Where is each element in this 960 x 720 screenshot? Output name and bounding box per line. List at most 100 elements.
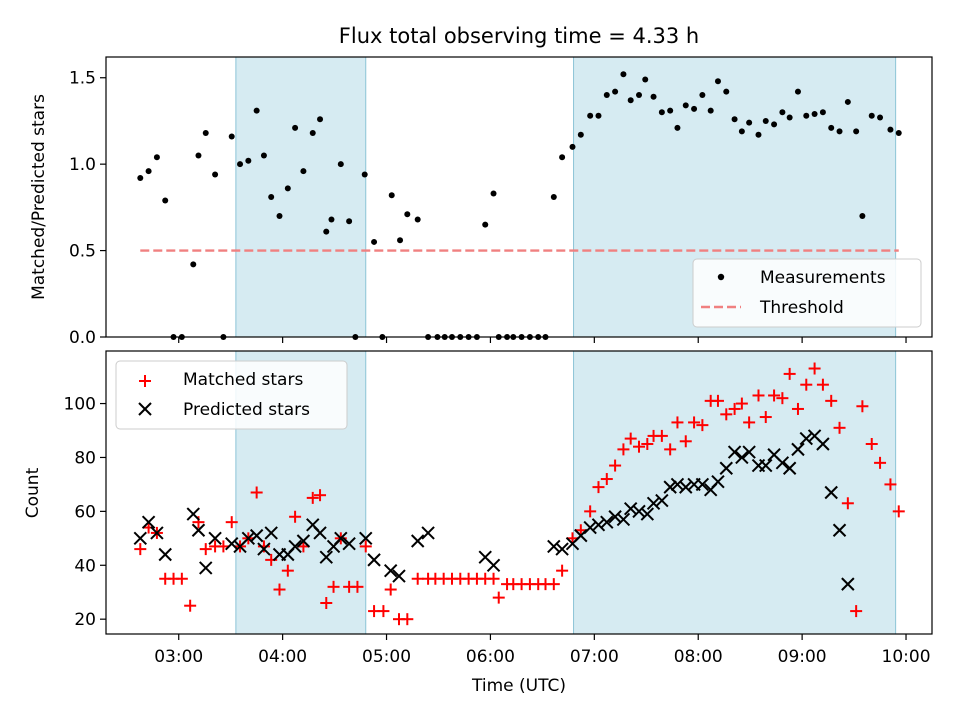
- x-tick-label: 05:00: [362, 647, 411, 667]
- predicted-star-point: [264, 526, 278, 540]
- measurement-point: [361, 171, 368, 178]
- measurement-point: [337, 161, 344, 168]
- measurement-point: [658, 109, 665, 116]
- top-series: [137, 71, 902, 340]
- predicted-star-point: [600, 515, 614, 529]
- predicted-star-point: [225, 537, 239, 551]
- predicted-star-stroke: [670, 477, 685, 492]
- measurement-point: [268, 194, 275, 200]
- predicted-star-stroke: [359, 531, 373, 546]
- predicted-star-point: [695, 477, 710, 492]
- predicted-star-point: [133, 531, 147, 546]
- predicted-star-point: [288, 539, 302, 554]
- measurement-point: [260, 152, 267, 159]
- predicted-star-stroke: [257, 542, 271, 556]
- predicted-star-stroke: [632, 504, 646, 519]
- top-legend-box: [692, 258, 922, 328]
- predicted-star-point: [727, 445, 742, 459]
- predicted-star-point: [392, 569, 406, 583]
- predicted-star-point: [199, 561, 213, 575]
- predicted-star-stroke: [264, 526, 278, 540]
- measurement-point: [699, 92, 706, 99]
- predicted-star-stroke: [486, 558, 501, 572]
- y-tick-label: 1.0: [69, 155, 96, 175]
- matched-star-point: [892, 505, 905, 518]
- measurement-point: [577, 131, 584, 138]
- predicted-star-point: [555, 542, 569, 556]
- predicted-star-point: [646, 496, 661, 510]
- measurement-point: [682, 102, 689, 109]
- measurement-point: [755, 131, 762, 138]
- predicted-star-point: [632, 504, 646, 519]
- predicted-star-stroke: [616, 512, 631, 527]
- matched-star-point: [711, 394, 724, 407]
- matched-star-point: [411, 572, 424, 585]
- predicted-star-stroke: [655, 493, 669, 508]
- y-tick-label: 60: [74, 502, 96, 522]
- matched-star-point: [175, 572, 188, 585]
- measurement-point: [137, 174, 144, 181]
- matched-star-point: [314, 489, 327, 502]
- measurement-point: [627, 97, 634, 104]
- measurement-point: [300, 168, 307, 175]
- matched-star-point: [273, 583, 286, 596]
- measurement-point: [253, 107, 260, 114]
- predicted-star-stroke: [735, 450, 749, 465]
- observing-span: [573, 350, 897, 635]
- predicted-star-stroke: [679, 480, 693, 494]
- matched-star-point: [327, 580, 340, 593]
- predicted-star-stroke: [816, 437, 830, 451]
- measurement-point: [828, 124, 835, 131]
- predicted-star-point: [296, 534, 311, 548]
- y-tick-label: 40: [74, 556, 96, 576]
- matched-star-point: [199, 543, 212, 556]
- measurement-point: [397, 237, 404, 244]
- matched-star-point: [384, 583, 397, 596]
- matched-star-point: [856, 400, 869, 413]
- matched-star-point: [184, 599, 197, 612]
- x-axis-label: Time (UTC): [471, 676, 566, 696]
- predicted-star-stroke: [208, 531, 222, 546]
- predicted-star-point: [711, 475, 725, 489]
- measurement-point: [803, 112, 810, 119]
- predicted-star-stroke: [608, 510, 622, 524]
- matched-star-point: [671, 416, 684, 429]
- measurement-point: [276, 213, 283, 220]
- legend-predicted-marker: [138, 402, 152, 416]
- matched-star-point: [720, 408, 733, 421]
- measurement-point: [284, 185, 291, 192]
- predicted-star-stroke: [478, 550, 492, 564]
- matched-star-point: [816, 378, 829, 391]
- measurement-point: [887, 126, 894, 133]
- predicted-star-point: [208, 531, 222, 546]
- predicted-star-stroke: [547, 539, 561, 554]
- predicted-star-stroke: [186, 507, 200, 521]
- predicted-star-point: [799, 431, 813, 446]
- measurement-point: [811, 111, 818, 118]
- predicted-star-stroke: [421, 526, 435, 540]
- x-tick-label: 10:00: [882, 647, 931, 667]
- bottom-axes-frame: [105, 350, 933, 635]
- measurement-point: [328, 216, 335, 223]
- measurement-point: [388, 192, 395, 199]
- predicted-star-stroke: [663, 480, 677, 494]
- legend-matched-label: Matched stars: [183, 370, 303, 390]
- predicted-star-point: [410, 534, 425, 548]
- top-legend: Measurements Threshold: [692, 258, 922, 328]
- matched-star-point: [556, 564, 569, 577]
- predicted-star-stroke: [695, 477, 710, 492]
- measurement-point: [650, 93, 657, 100]
- measurement-point: [595, 112, 602, 119]
- matched-star-point: [609, 459, 622, 472]
- matched-star-point: [759, 411, 772, 424]
- predicted-star-point: [591, 518, 606, 532]
- matched-star-point: [592, 481, 605, 494]
- predicted-star-point: [616, 512, 631, 527]
- measurement-point: [667, 107, 674, 114]
- measurement-point: [202, 130, 209, 137]
- predicted-star-stroke: [799, 431, 813, 446]
- predicted-star-point: [735, 450, 749, 465]
- measurement-point: [153, 154, 160, 161]
- predicted-star-stroke: [191, 523, 206, 537]
